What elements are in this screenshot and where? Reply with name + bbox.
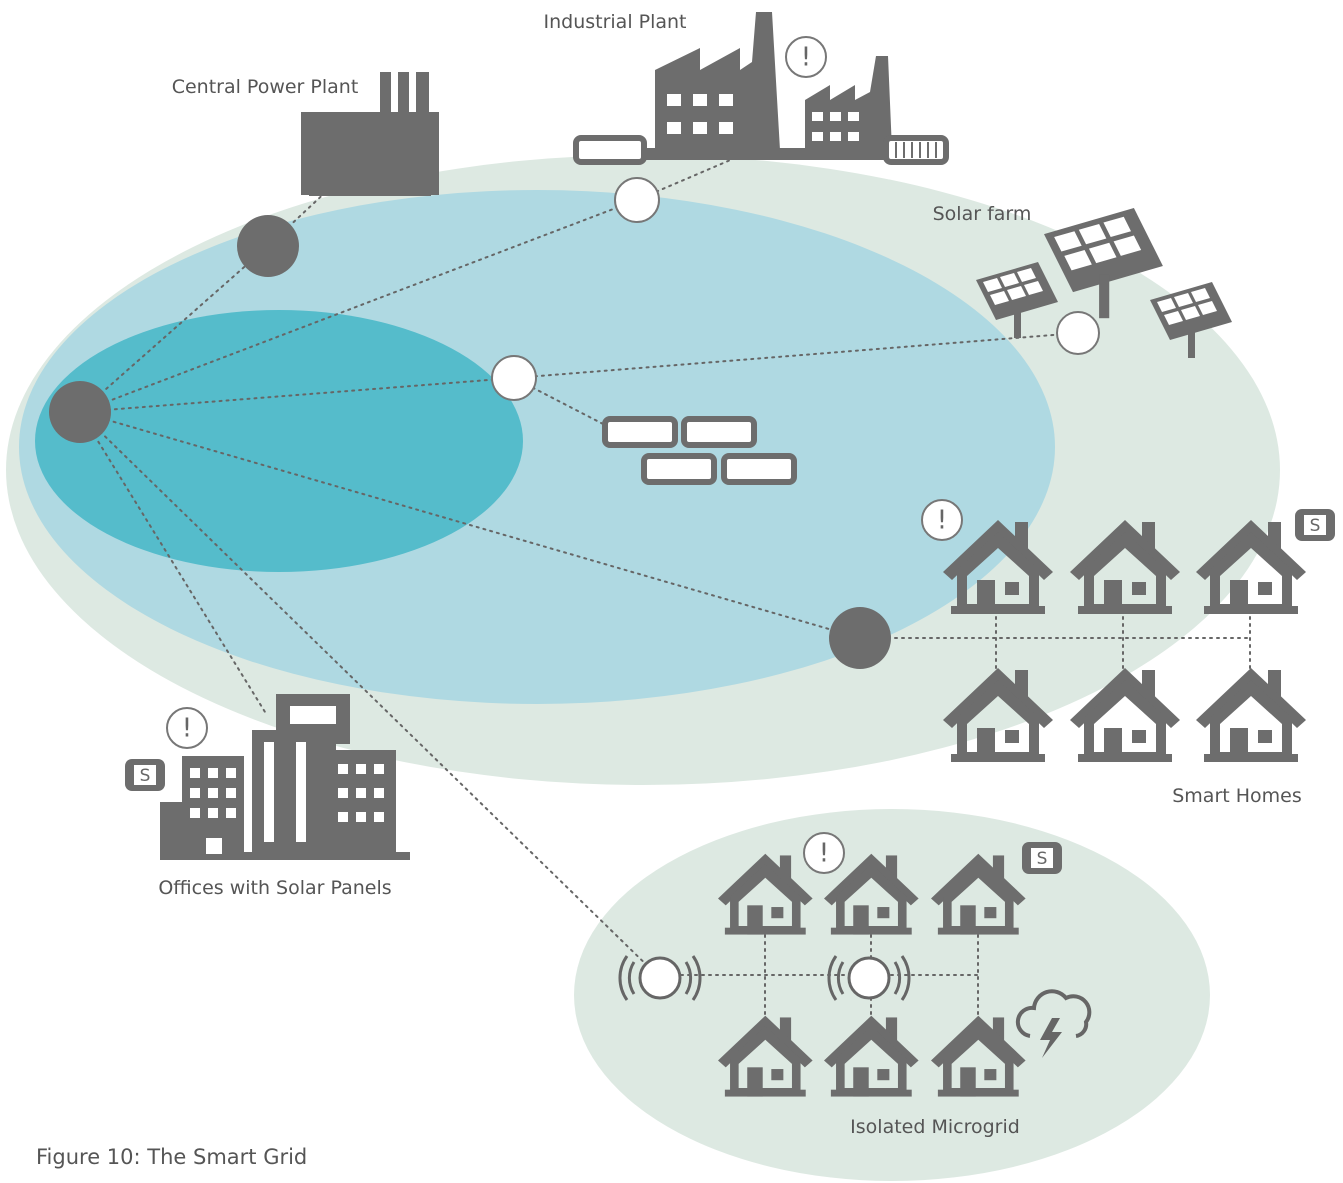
smart-grid-diagram: ! ! ! ! S S S Industrial Plant Central P…	[0, 0, 1343, 1183]
industrial-plant-part-part	[830, 112, 841, 121]
label-microgrid: Isolated Microgrid	[850, 1116, 1020, 1138]
offices-part-part	[226, 768, 236, 778]
industrial-plant-part-part	[848, 112, 859, 121]
label-smart-homes: Smart Homes	[1172, 785, 1302, 807]
offices-part-part	[190, 788, 200, 798]
smart-badge: S	[140, 766, 151, 786]
offices-part-part	[208, 768, 218, 778]
grid-nodes-part	[1057, 312, 1099, 354]
grid-nodes-part	[492, 356, 536, 400]
label-solar-farm: Solar farm	[933, 203, 1032, 225]
label-industrial-plant: Industrial Plant	[543, 11, 686, 33]
industrial-plant-part-part	[812, 132, 823, 141]
offices-part-part	[208, 788, 218, 798]
offices-part-part	[190, 808, 200, 818]
central-power-plant-part	[398, 72, 409, 117]
offices-part-part	[338, 812, 348, 822]
industrial-plant-part-part	[719, 122, 733, 134]
industrial-plant-part-part	[693, 94, 707, 106]
offices-part-part	[356, 812, 366, 822]
smart-badge: S	[1310, 516, 1321, 536]
central-power-plant-part	[301, 112, 439, 195]
offices-part-part	[296, 742, 306, 842]
offices-part-part	[374, 764, 384, 774]
offices-part-part	[338, 764, 348, 774]
grid-nodes-part	[615, 178, 659, 222]
grid-nodes-part	[237, 215, 299, 277]
storage-batteries-part	[684, 419, 754, 445]
offices-part-part	[290, 706, 336, 724]
alert-badge: !	[182, 714, 192, 744]
smart-homes-part	[1196, 668, 1306, 762]
industrial-plant-part-part	[848, 132, 859, 141]
page: ! ! ! ! S S S Industrial Plant Central P…	[0, 0, 1343, 1183]
storage-batteries-part	[605, 419, 675, 445]
industrial-plant-part-part	[667, 122, 681, 134]
industrial-plant-part	[576, 138, 644, 162]
storage-batteries-part	[644, 456, 714, 482]
smart-badge: S	[1037, 849, 1048, 869]
offices-part-part	[226, 808, 236, 818]
industrial-plant-part-part	[693, 122, 707, 134]
figure-caption: Figure 10: The Smart Grid	[36, 1145, 307, 1169]
offices-part-part	[356, 764, 366, 774]
offices-part-part	[374, 788, 384, 798]
grid-nodes-part	[49, 381, 111, 443]
industrial-plant	[576, 12, 946, 162]
industrial-plant-part-part	[812, 112, 823, 121]
storage-batteries-part	[724, 456, 794, 482]
offices-part-part	[226, 788, 236, 798]
alert-badge: !	[819, 839, 829, 869]
offices-part-part	[190, 768, 200, 778]
industrial-plant-part	[645, 148, 895, 160]
offices-part-part	[208, 808, 218, 818]
industrial-plant-part-part	[719, 94, 733, 106]
central-power-plant-part	[416, 72, 429, 117]
alert-badge: !	[937, 506, 947, 536]
zones-part	[35, 310, 523, 572]
industrial-plant-part-part	[830, 132, 841, 141]
offices-part-part	[264, 742, 274, 842]
offices-part-part	[206, 838, 222, 854]
central-power-plant-part	[309, 190, 431, 196]
offices-part-part	[374, 812, 384, 822]
offices-part-part	[338, 788, 348, 798]
label-central-power-plant: Central Power Plant	[172, 76, 359, 98]
industrial-plant-part-part	[667, 94, 681, 106]
label-offices: Offices with Solar Panels	[158, 877, 391, 899]
central-power-plant-part	[380, 72, 391, 117]
alert-badge: !	[801, 43, 811, 73]
grid-nodes-part	[829, 607, 891, 669]
offices-part-part	[356, 788, 366, 798]
